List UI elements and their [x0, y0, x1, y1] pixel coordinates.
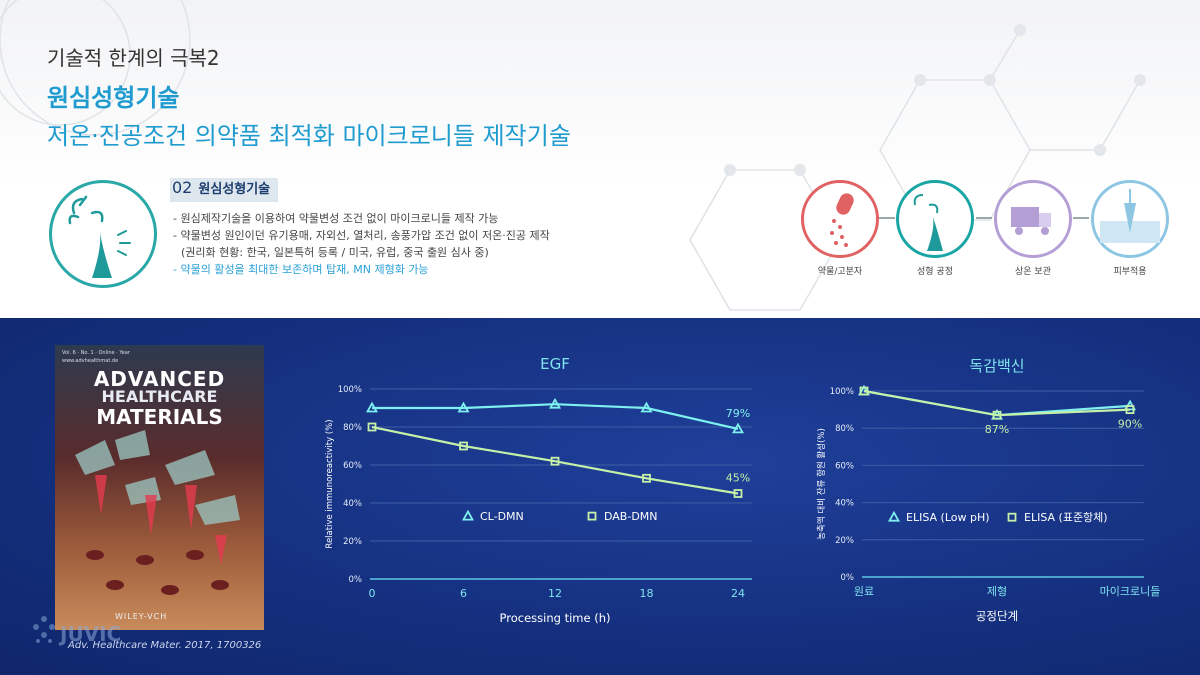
data-label: 90% [1118, 418, 1142, 431]
series-line [863, 389, 1131, 417]
x-tick-label: 마이크로니들 [1100, 585, 1161, 598]
square-marker [587, 511, 597, 521]
centrifugal-molding-icon [896, 180, 974, 258]
results-section: Vol. 6 · No. 1 · Online · Year www.advhe… [0, 318, 1200, 675]
square-marker [1007, 512, 1017, 522]
drug-polymer-icon [801, 180, 879, 258]
cover-url: www.advhealthmat.de [62, 358, 119, 364]
cover-title-line: HEALTHCARE [101, 387, 218, 406]
process-label: 피부적용 [1113, 267, 1147, 277]
y-tick-label: 20% [343, 537, 362, 547]
square-marker [550, 456, 560, 466]
square-marker [733, 489, 743, 498]
data-label: 79% [726, 407, 750, 420]
x-tick-label: 0 [369, 587, 376, 600]
process-label: 상온 보관 [1015, 267, 1051, 277]
bullet-item: - 원심제작기술을 이용하여 약물변성 조건 없이 마이크로니들 제작 가능 [173, 212, 499, 225]
journal-cover-image: Vol. 6 · No. 1 · Online · Year www.advhe… [55, 345, 264, 630]
bullet-item: - 약물변성 원인이던 유기용매, 자외선, 열처리, 송풍가압 조건 없이 저… [173, 229, 550, 242]
y-tick-label: 0% [841, 573, 855, 583]
triangle-marker [731, 422, 745, 434]
citation: Adv. Healthcare Mater. 2017, 1700326 [68, 640, 262, 651]
legend-label: ELISA (표준항체) [1024, 511, 1108, 524]
triangle-marker [365, 401, 379, 413]
juvic-logo-text: JUVIC [60, 622, 122, 646]
x-tick-label: 18 [640, 587, 654, 600]
y-tick-label: 40% [835, 499, 854, 509]
legend-label: DAB-DMN [604, 510, 658, 523]
storage-truck-icon [994, 180, 1072, 258]
process-label: 약물/고분자 [817, 267, 863, 277]
triangle-marker [548, 397, 562, 409]
y-tick-label: 40% [343, 499, 362, 509]
x-tick-label: 6 [460, 587, 467, 600]
square-marker [1125, 405, 1135, 414]
legend-label: ELISA (Low pH) [906, 511, 990, 524]
triangle-marker [887, 510, 901, 522]
process-label: 성형 공정 [917, 267, 953, 277]
cover-issue-text: Vol. 6 · No. 1 · Online · Year [62, 350, 130, 356]
cover-publisher: WILEY-VCH [115, 612, 168, 621]
cover-title-line: MATERIALS [96, 405, 223, 429]
juvic-logo-icon [33, 616, 55, 643]
series-line [372, 403, 739, 430]
series-line [371, 425, 739, 495]
header-section: 기술적 한계의 극복2 원심성형기술 저온·진공조건 의약품 최적화 마이크로니… [0, 0, 1200, 318]
triangle-marker [461, 509, 475, 521]
egf-chart: EGF 0% 20% 40% 60% 80% 100% 0 6 12 18 24 Processing … [325, 355, 752, 625]
square-marker [459, 441, 468, 451]
process-connector [879, 217, 895, 219]
page-description: 저온·진공조건 의약품 최적화 마이크로니들 제작기술 [47, 122, 571, 150]
y-axis-label: 농축액 대비 잔류 항원 활성(%) [816, 428, 827, 540]
x-tick-label: 24 [731, 587, 745, 600]
bullet-item: (권리화 현황: 한국, 일본특허 등록 / 미국, 유럽, 중국 출원 심사 … [181, 246, 489, 259]
y-tick-label: 100% [338, 385, 362, 395]
header-subtitle: 기술적 한계의 극복2 [47, 46, 220, 70]
y-tick-label: 60% [343, 461, 362, 471]
x-axis-label: 공정단계 [976, 609, 1018, 623]
skin-apply-icon [1091, 180, 1169, 258]
section-bullets: - 원심제작기술을 이용하여 약물변성 조건 없이 마이크로니들 제작 가능 -… [173, 210, 550, 278]
cover-art [75, 430, 240, 595]
chart-title: EGF [540, 355, 570, 373]
cover-title-line: ADVANCED [93, 367, 226, 391]
process-connector [1073, 217, 1089, 219]
data-label: 87% [985, 423, 1009, 436]
y-tick-label: 80% [835, 424, 854, 434]
section-name: 원심성형기술 [198, 182, 271, 197]
y-axis-label: Relative immunoreactivity (%) [325, 419, 335, 548]
x-tick-label: 제형 [987, 585, 1007, 598]
square-marker [992, 410, 1002, 420]
y-tick-label: 0% [349, 575, 363, 585]
data-label: 45% [726, 472, 750, 485]
bullet-item-highlight: - 약물의 활성을 최대한 보존하며 탑재, MN 제형화 가능 [173, 263, 429, 276]
triangle-marker [457, 401, 470, 413]
chart-title: 독감백신 [969, 357, 1024, 375]
page-title: 원심성형기술 [47, 84, 180, 112]
x-tick-label: 12 [548, 587, 562, 600]
section-number: 02 [172, 178, 193, 197]
process-connector [976, 217, 992, 219]
y-tick-label: 100% [830, 387, 854, 397]
square-marker [367, 422, 377, 432]
y-tick-label: 80% [343, 423, 362, 433]
square-marker [642, 473, 651, 483]
y-tick-label: 20% [835, 536, 854, 546]
juvic-watermark: JUVIC [30, 613, 150, 653]
legend-label: CL-DMN [480, 510, 524, 523]
section-heading: 02 원심성형기술 [170, 178, 279, 202]
x-tick-label: 원료 [854, 585, 874, 598]
y-tick-label: 60% [835, 461, 854, 471]
centrifuge-icon [49, 180, 157, 288]
x-axis-label: Processing time (h) [500, 611, 611, 625]
square-marker [859, 386, 869, 396]
triangle-marker [640, 401, 653, 413]
